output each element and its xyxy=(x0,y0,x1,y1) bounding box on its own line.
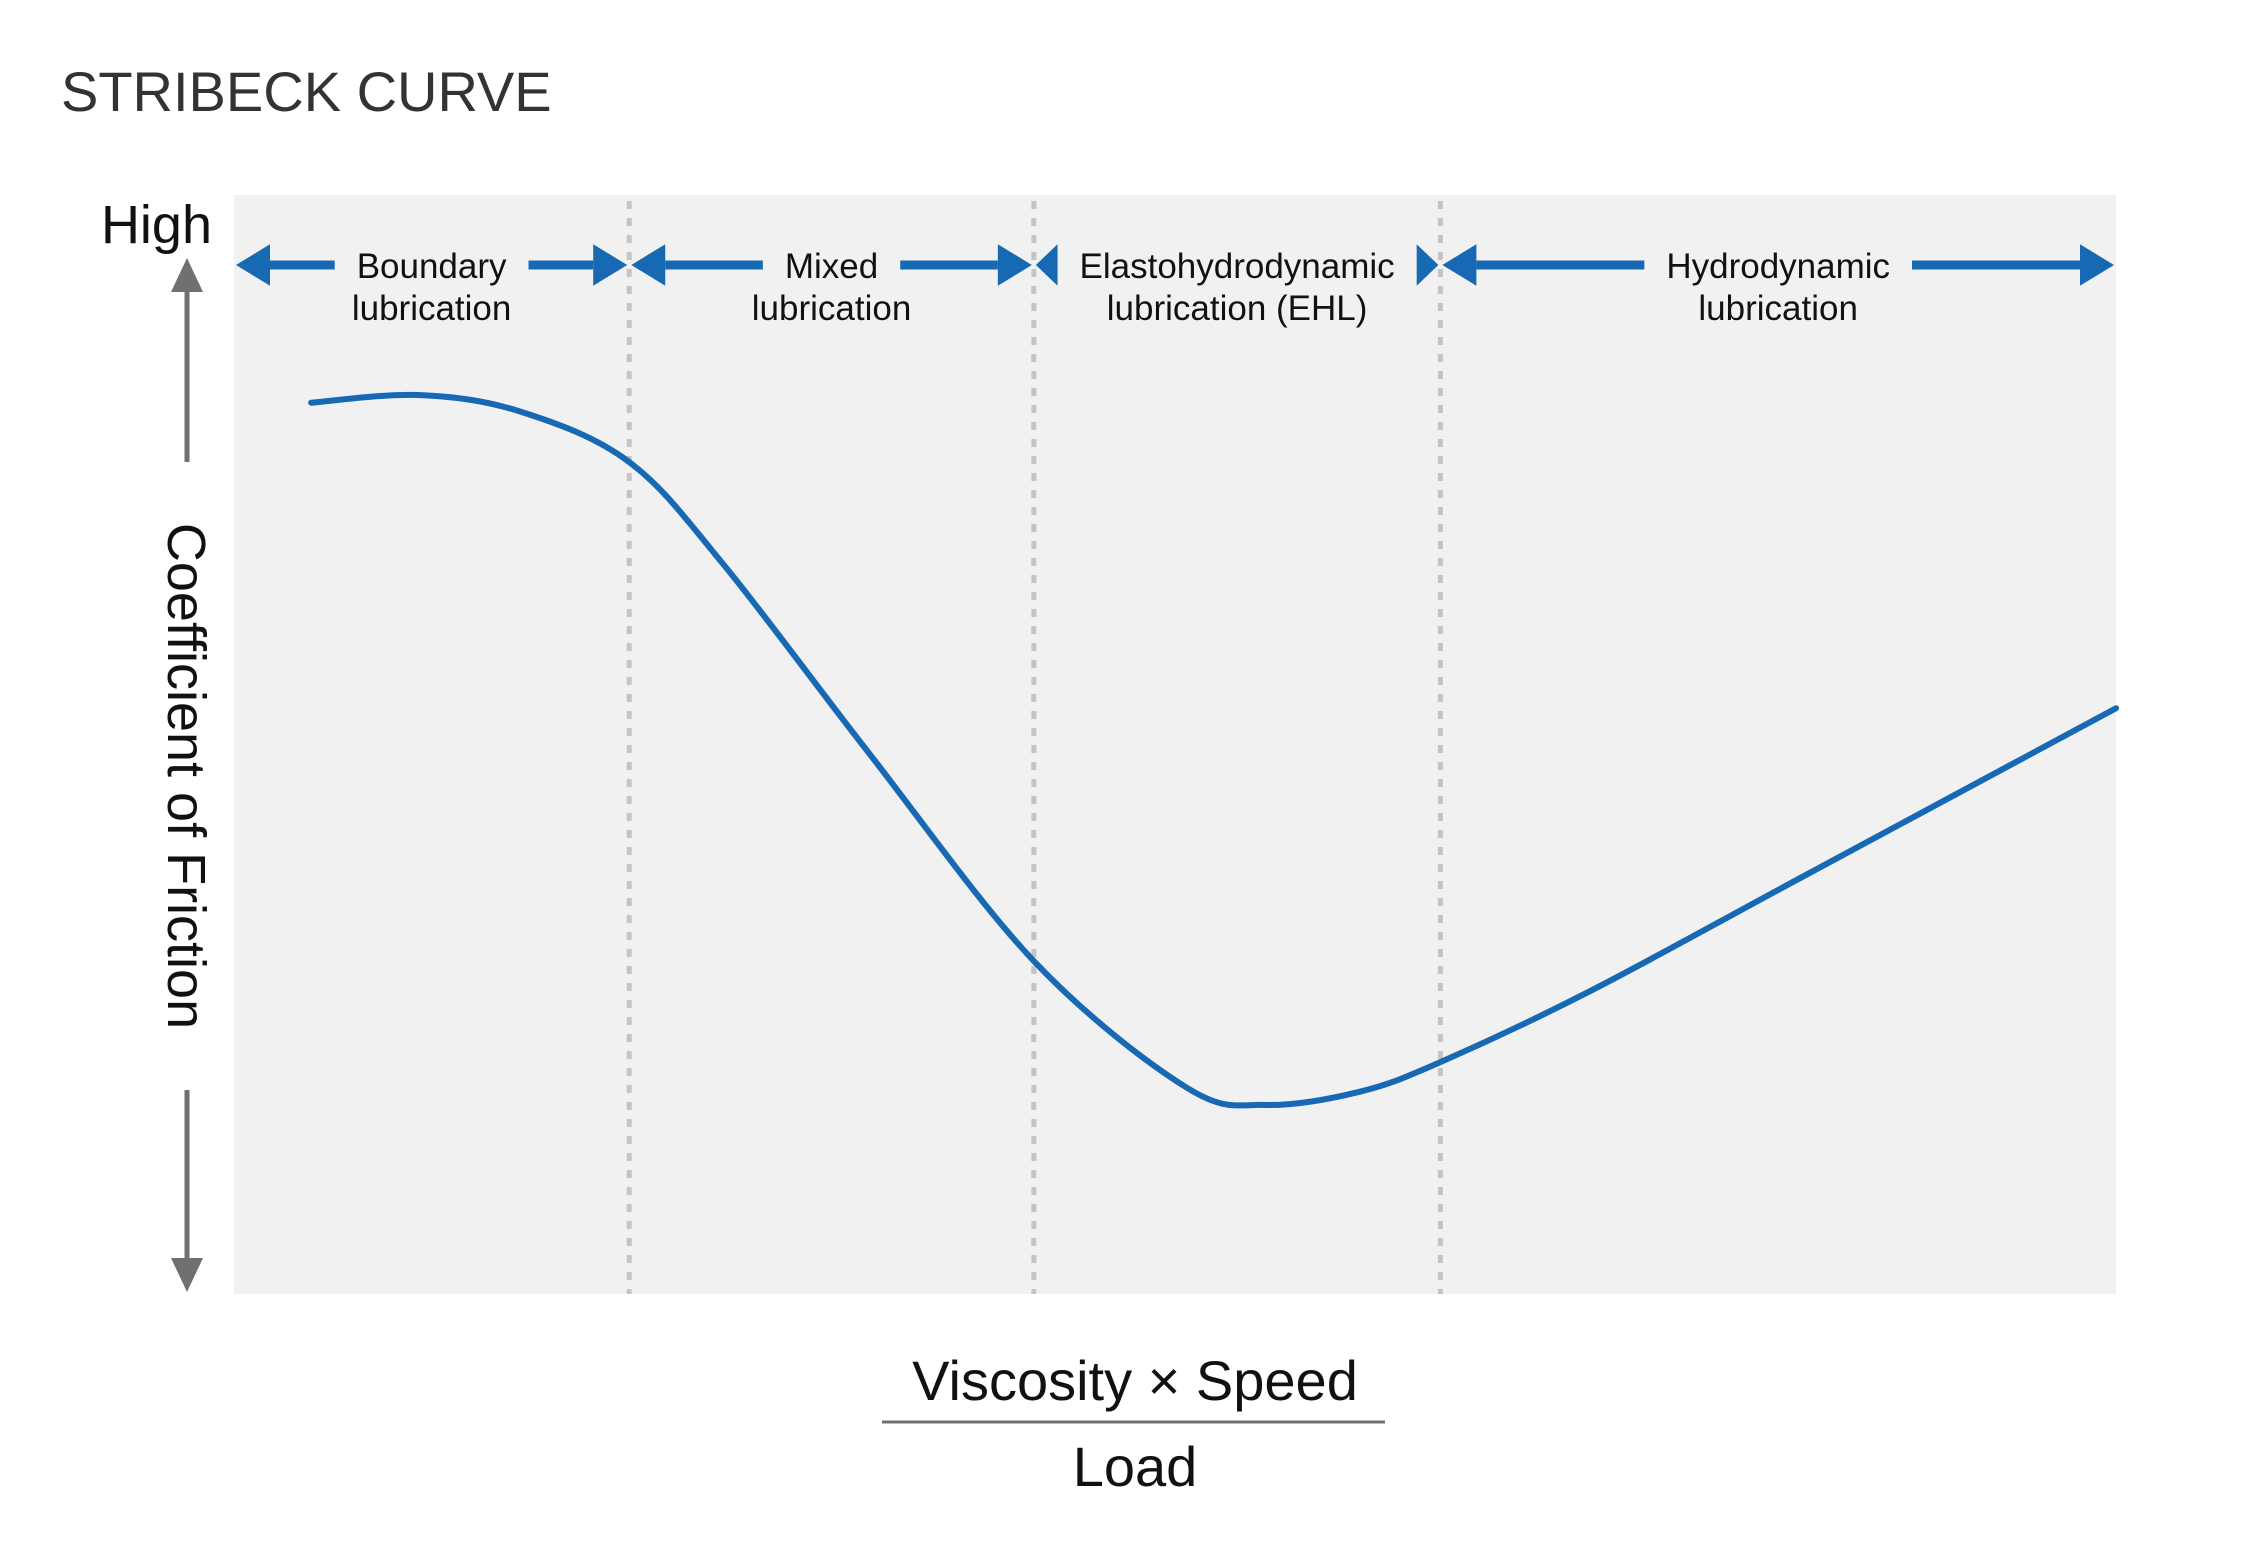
arrow-right-icon xyxy=(2080,244,2114,286)
arrow-left-icon xyxy=(1442,244,1477,286)
x-axis-label-denominator: Load xyxy=(1073,1435,1198,1498)
region-label-line2: lubrication xyxy=(1698,289,1858,328)
arrow-right-icon xyxy=(593,244,628,286)
x-axis-label-numerator: Viscosity × Speed xyxy=(912,1349,1358,1412)
chart-title: STRIBECK CURVE xyxy=(61,60,552,123)
arrow-right-icon xyxy=(997,244,1032,286)
arrow-right-icon xyxy=(1416,244,1439,286)
arrow-left-icon xyxy=(1035,244,1058,286)
arrow-left-icon xyxy=(631,244,666,286)
arrow-up-icon xyxy=(171,258,203,292)
friction-curve xyxy=(308,391,2119,1109)
y-axis-high-label: High xyxy=(101,195,212,255)
arrow-left-icon xyxy=(236,244,270,286)
region-label-line1: Elastohydrodynamic xyxy=(1080,247,1395,286)
region-label-line2: lubrication xyxy=(752,289,912,328)
region-label-line2: lubrication (EHL) xyxy=(1107,289,1368,328)
arrow-down-icon xyxy=(171,1258,203,1292)
region-label-line1: Hydrodynamic xyxy=(1666,247,1890,286)
y-axis-label: Coefficient of Friction xyxy=(156,523,216,1029)
plot-background xyxy=(234,195,2116,1294)
region-label-line1: Boundary xyxy=(357,247,507,286)
y-axis-arrow xyxy=(171,258,203,1292)
region-label-line1: Mixed xyxy=(785,247,878,286)
region-label-line2: lubrication xyxy=(352,289,512,328)
